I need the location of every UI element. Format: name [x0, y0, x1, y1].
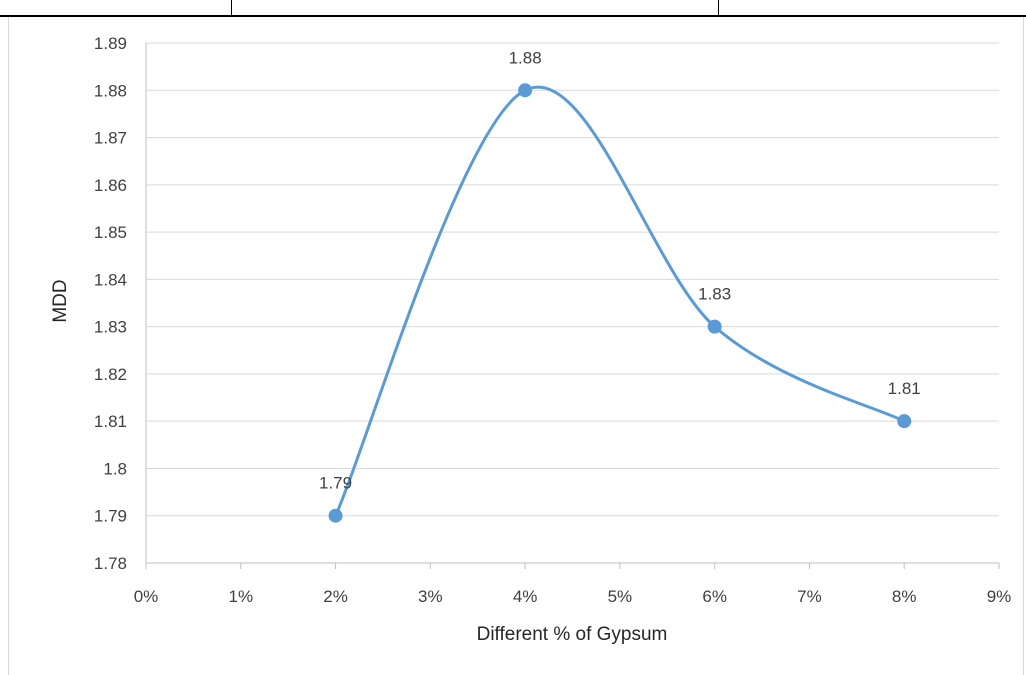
x-axis-title: Different % of Gypsum — [477, 624, 668, 645]
gridlines — [146, 42, 999, 517]
x-tick-label: 1% — [228, 587, 253, 606]
data-label: 1.83 — [698, 285, 731, 304]
page-top-tick — [231, 0, 232, 16]
page-top-tick — [718, 0, 719, 16]
y-tick-label: 1.81 — [94, 412, 127, 431]
data-label: 1.79 — [319, 474, 352, 493]
data-point — [897, 414, 912, 429]
y-axis-title: MDD — [50, 279, 71, 322]
x-tick-label: 7% — [797, 587, 822, 606]
series-layer — [328, 83, 912, 523]
x-tick-label: 6% — [702, 587, 727, 606]
y-tick-label: 1.8 — [103, 459, 127, 478]
y-tick-label: 1.85 — [94, 223, 127, 242]
y-tick-label: 1.78 — [94, 554, 127, 573]
y-tick-label: 1.84 — [94, 270, 127, 289]
x-tick-label: 9% — [987, 587, 1012, 606]
data-labels: 1.79 1.88 1.83 1.81 — [319, 48, 921, 492]
page-top-rule — [0, 15, 1026, 17]
axes: 1.78 1.79 1.8 1.81 1.82 1.83 1.84 1.85 1.86 1.87 1… — [94, 34, 1011, 606]
x-tick-label: 3% — [418, 587, 443, 606]
data-point — [328, 508, 343, 523]
x-tick-label: 8% — [892, 587, 917, 606]
data-label: 1.88 — [509, 48, 542, 67]
series-line — [334, 85, 906, 518]
x-tick-label: 4% — [513, 587, 538, 606]
y-tick-label: 1.88 — [94, 81, 127, 100]
y-tick-label: 1.87 — [94, 129, 127, 148]
y-tick-label: 1.79 — [94, 507, 127, 526]
data-point — [707, 319, 722, 334]
data-point — [518, 83, 533, 98]
x-tick-label: 5% — [608, 587, 633, 606]
y-tick-label: 1.82 — [94, 365, 127, 384]
x-tick-label: 0% — [134, 587, 159, 606]
x-tick-label: 2% — [323, 587, 348, 606]
data-label: 1.81 — [888, 379, 921, 398]
chart-frame — [8, 17, 1024, 675]
y-tick-label: 1.89 — [94, 34, 127, 53]
y-tick-label: 1.86 — [94, 176, 127, 195]
y-tick-label: 1.83 — [94, 318, 127, 337]
